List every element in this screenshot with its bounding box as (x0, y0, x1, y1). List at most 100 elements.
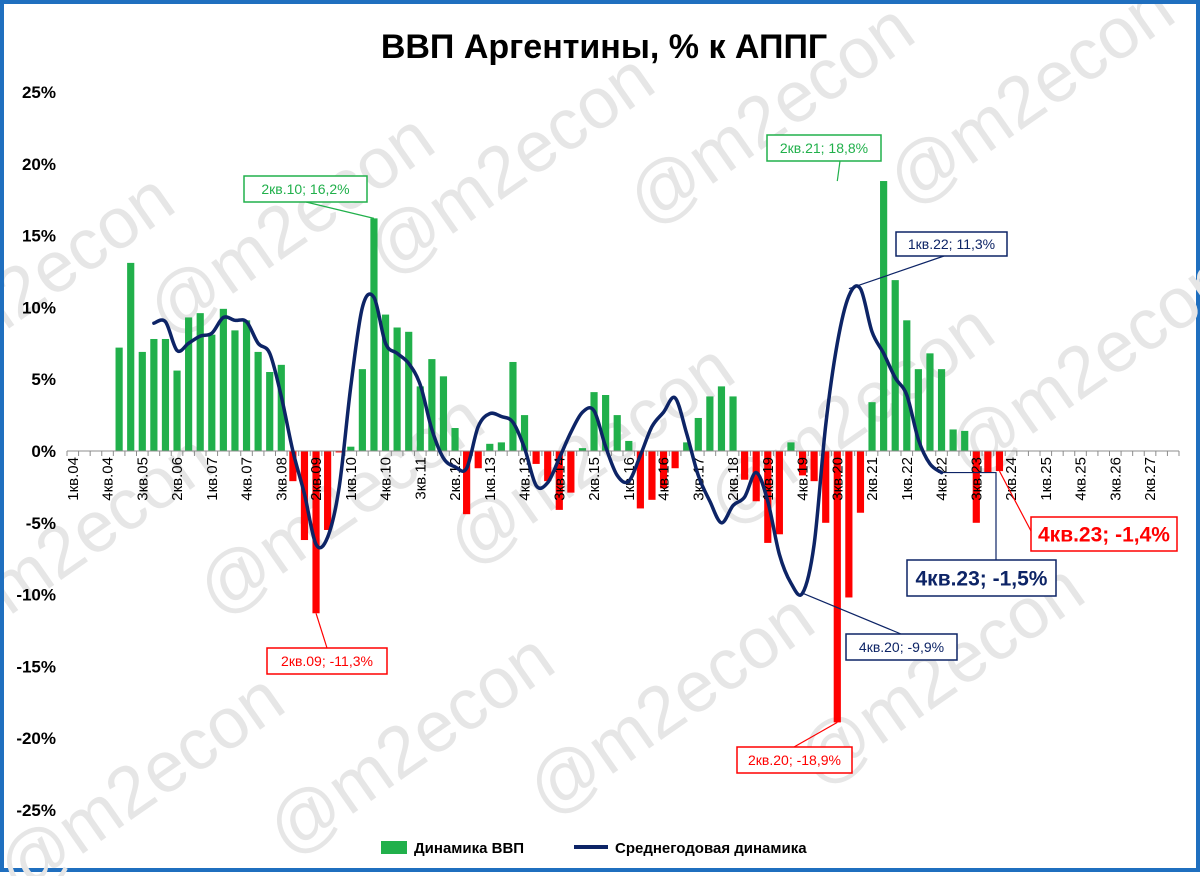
gdp-bar (995, 451, 1004, 472)
gdp-bar (949, 429, 957, 451)
y-tick-label: 15% (22, 227, 56, 246)
annotation-leader (998, 470, 1032, 532)
gdp-bar (578, 448, 587, 451)
legend: Динамика ВВП Среднегодовая динамика (381, 840, 807, 857)
gdp-bar (231, 330, 239, 451)
annotation-box (266, 647, 388, 675)
gdp-bar (741, 451, 749, 480)
annotation-label: 2кв.10; 16,2% (261, 181, 349, 197)
gdp-bar (405, 331, 413, 451)
x-tick-label: 4кв.25 (1073, 457, 1090, 501)
x-tick-label: 1кв.22 (899, 457, 916, 501)
annotation-leader (793, 721, 838, 748)
gdp-bar (277, 364, 285, 451)
x-tick-label: 4кв.13 (517, 457, 534, 501)
y-tick-label: -10% (16, 586, 56, 605)
gdp-bar (486, 443, 494, 451)
gdp-bar (914, 369, 922, 451)
annotation-leader (315, 613, 328, 649)
y-tick-label: -25% (16, 801, 56, 820)
gdp-bar (787, 442, 795, 451)
x-tick-label: 3кв.26 (1107, 457, 1124, 501)
watermark-text: @m2econ (512, 577, 828, 831)
bar-series (115, 181, 1004, 723)
gdp-bar (196, 313, 204, 451)
x-tick-label: 1кв.07 (204, 457, 221, 501)
gdp-bar (439, 376, 448, 451)
x-tick-label: 2кв.21 (864, 457, 881, 501)
gdp-bar (775, 451, 783, 535)
gdp-bar (822, 451, 830, 523)
gdp-bar (544, 451, 552, 482)
gdp-bar (880, 181, 888, 451)
gdp-bar (937, 369, 946, 451)
gdp-bar (463, 451, 471, 515)
x-tick-label: 3кв.20 (829, 457, 846, 501)
gdp-bar (891, 280, 899, 451)
gdp-bar (717, 386, 726, 451)
x-axis: 1кв.04 4кв.04 3кв.05 2кв.06 1кв.07 4кв.07 3кв.… (65, 450, 1180, 501)
y-tick-label: -15% (16, 657, 56, 676)
gdp-bar (567, 451, 575, 493)
x-tick-label: 2кв.15 (586, 457, 603, 501)
gdp-bar (312, 451, 320, 614)
gdp-bar (358, 369, 366, 451)
y-tick-label: -20% (16, 729, 56, 748)
annotation-box (1030, 516, 1178, 552)
gdp-bar (266, 372, 274, 451)
gdp-bar (602, 395, 610, 451)
gdp-bar (613, 415, 621, 451)
x-tick-label: 2кв.09 (308, 457, 325, 501)
annotation-label: 4кв.23; -1,5% (916, 568, 1048, 591)
annotation-leader (836, 160, 841, 182)
watermark-text: @m2econ (872, 4, 1188, 222)
gdp-bar (185, 317, 193, 451)
gdp-bar (972, 451, 980, 523)
gdp-bar (833, 451, 841, 723)
y-tick-label: 10% (22, 298, 56, 317)
x-tick-label: 4кв.22 (934, 457, 951, 501)
annotation-label: 2кв.09; -11,3% (281, 653, 373, 669)
gdp-bar (903, 320, 911, 451)
x-tick-label: 3кв.14 (551, 457, 568, 501)
gdp-bar (428, 359, 436, 451)
y-tick-label: -5% (26, 514, 56, 533)
gdp-bar (138, 351, 146, 451)
gdp-bar (150, 338, 158, 451)
x-tick-label: 1кв.10 (343, 457, 360, 501)
x-tick-label: 2кв.24 (1003, 457, 1020, 501)
gdp-bar (729, 396, 737, 451)
gdp-bar (393, 327, 401, 451)
gdp-bar (497, 442, 505, 451)
gdp-bar (161, 338, 170, 451)
x-tick-label: 1кв.04 (65, 457, 82, 501)
y-tick-label: 5% (31, 370, 56, 389)
line-series (152, 284, 944, 597)
annotation-leader (305, 201, 375, 219)
annotation-leader (848, 255, 945, 290)
x-tick-label: 4кв.19 (795, 457, 812, 501)
gdp-bar (868, 402, 876, 451)
annotation-label: 2кв.20; -18,9% (748, 752, 841, 768)
x-tick-label: 3кв.23 (968, 457, 985, 501)
y-tick-label: 0% (31, 442, 56, 461)
annotation-box (766, 134, 882, 162)
gdp-bar (208, 334, 216, 451)
annotation-box (906, 559, 1057, 597)
x-tick-label: 3кв.05 (134, 457, 151, 501)
y-tick-label: 25% (22, 83, 56, 102)
annotation-box (243, 175, 368, 203)
annotation-label: 4кв.23; -1,4% (1038, 524, 1170, 547)
gdp-bar (856, 451, 865, 513)
gdp-bar (219, 308, 227, 451)
gdp-bar (752, 451, 760, 502)
gdp-bar (451, 428, 459, 451)
x-tick-label: 4кв.16 (656, 457, 673, 501)
gdp-bar (324, 451, 332, 530)
x-tick-label: 1кв.13 (482, 457, 499, 501)
gdp-bar (625, 440, 633, 451)
gdp-bar (694, 417, 702, 451)
x-tick-label: 4кв.10 (378, 457, 395, 501)
gdp-bar (648, 451, 656, 500)
average-line (152, 284, 944, 597)
